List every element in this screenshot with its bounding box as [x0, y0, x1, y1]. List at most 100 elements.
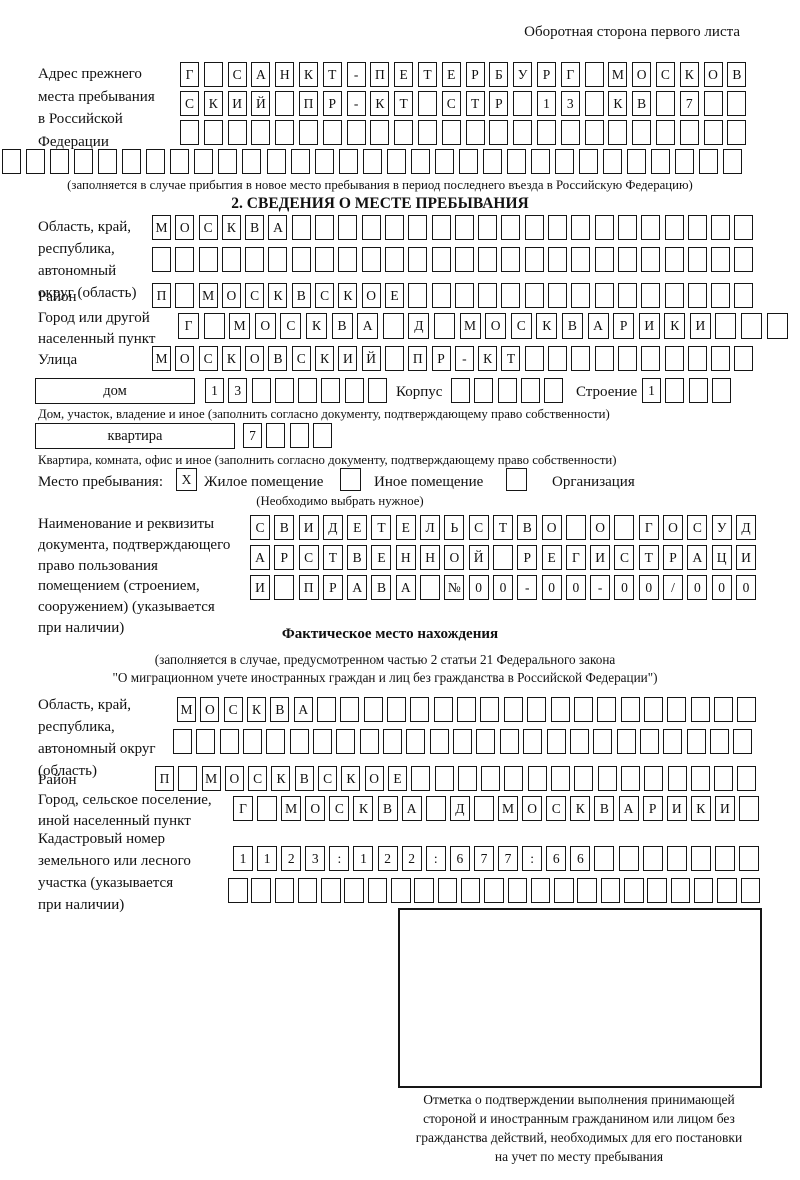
char-cell: О [200, 697, 220, 722]
char-cell: С [227, 62, 247, 87]
char-cell: М [498, 796, 519, 821]
char-cell [584, 120, 604, 145]
char-cell: В [517, 515, 538, 540]
char-cell: П [408, 346, 428, 371]
char-cell: О [175, 346, 195, 371]
char-cell [513, 120, 533, 145]
char-cell: И [338, 346, 358, 371]
char-cell: В [727, 62, 747, 87]
char-cell [727, 91, 747, 116]
char-cell [670, 878, 691, 903]
char-cell [454, 215, 474, 240]
char-cell: П [298, 91, 318, 116]
char-cell [548, 247, 568, 272]
char-cell: П [298, 575, 319, 600]
char-cell [738, 846, 759, 871]
char-cell: - [346, 91, 366, 116]
char-cell [655, 91, 675, 116]
char-cell: Т [417, 62, 437, 87]
char-cell: 1 [205, 378, 224, 403]
char-cell: Т [492, 515, 513, 540]
char-cell: Р [431, 346, 451, 371]
stay-type-checkbox-organization[interactable] [506, 468, 527, 491]
char-cell [417, 120, 437, 145]
char-cell [98, 149, 118, 174]
char-cell [531, 149, 551, 174]
char-cell: К [247, 697, 267, 722]
char-cell [454, 247, 474, 272]
char-cell: Л [420, 515, 441, 540]
char-cell: О [663, 515, 684, 540]
char-cell [734, 346, 754, 371]
char-cell: А [618, 796, 639, 821]
stay-type-checkbox-residential[interactable]: X [176, 468, 197, 491]
char-cell [480, 697, 500, 722]
char-cell: 1 [536, 91, 556, 116]
char-cell [548, 215, 568, 240]
char-cell [473, 796, 494, 821]
char-cell: Т [394, 91, 414, 116]
char-cell: 7 [679, 91, 699, 116]
document-row-3: И П Р А В А № 0 0-0 0-0 0/0 0 0 [250, 575, 756, 600]
char-cell: О [364, 766, 384, 791]
char-cell [266, 149, 286, 174]
char-cell: 2 [281, 846, 302, 871]
char-cell [478, 247, 498, 272]
char-cell [714, 846, 735, 871]
char-cell [361, 247, 381, 272]
char-cell: Р [517, 545, 538, 570]
char-cell: С [655, 62, 675, 87]
char-cell: М [201, 766, 221, 791]
char-cell [577, 878, 597, 903]
char-cell: 0 [711, 575, 732, 600]
char-cell [663, 729, 683, 754]
char-cell [414, 878, 434, 903]
street-label: Улица [38, 352, 78, 368]
char-cell [569, 729, 589, 754]
char-cell [386, 149, 406, 174]
char-cell [524, 247, 544, 272]
char-cell [321, 878, 341, 903]
char-cell [507, 878, 528, 903]
char-cell: 3 [228, 378, 248, 403]
char-cell [524, 346, 544, 371]
char-cell: К [679, 62, 699, 87]
char-cell [501, 215, 521, 240]
char-cell [641, 346, 661, 371]
char-cell [699, 149, 719, 174]
char-cell [476, 729, 496, 754]
char-cell [170, 149, 190, 174]
char-cell: А [687, 545, 708, 570]
char-cell: Г [178, 313, 199, 339]
char-cell: Р [663, 545, 684, 570]
char-cell [312, 423, 332, 448]
char-cell [594, 283, 614, 308]
char-cell [194, 149, 214, 174]
char-cell [336, 729, 356, 754]
char-cell: Т [465, 91, 485, 116]
char-cell: Т [501, 346, 521, 371]
char-cell [687, 215, 707, 240]
actual-region-label: Область, край, республика, автономный ок… [38, 697, 156, 779]
char-cell [690, 697, 710, 722]
char-cell [703, 91, 723, 116]
char-cell [734, 247, 754, 272]
char-cell [203, 313, 225, 339]
char-cell: М [229, 313, 251, 339]
char-cell [274, 575, 295, 600]
char-cell: О [175, 215, 195, 240]
char-cell: С [614, 545, 635, 570]
stay-type-checkbox-other-premises[interactable] [340, 468, 361, 491]
char-cell [451, 378, 470, 403]
char-cell [644, 766, 664, 791]
char-cell: А [268, 215, 288, 240]
house-box: дом [35, 378, 195, 404]
char-cell [666, 846, 687, 871]
char-cell [723, 149, 743, 174]
char-cell [687, 346, 707, 371]
char-cell [408, 247, 428, 272]
char-cell: А [293, 697, 313, 722]
